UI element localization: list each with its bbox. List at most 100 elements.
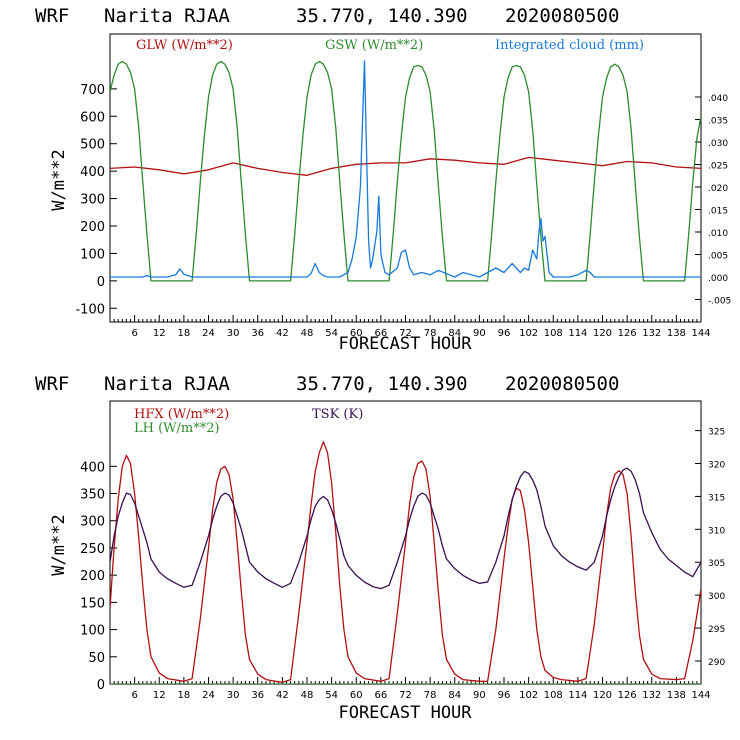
y-right-tick-label: 320 (708, 461, 725, 471)
x-tick-label: 24 (202, 690, 215, 701)
x-tick-label: 30 (227, 328, 240, 339)
y-right-tick-label: .035 (708, 117, 728, 127)
y-right-tick-label: 300 (708, 592, 725, 602)
title-model: WRF (35, 5, 69, 27)
y-right-tick-label: 310 (708, 526, 725, 536)
y-right-tick-label: 315 (708, 493, 725, 503)
series-line-hfx (110, 441, 701, 684)
y-tick-label: 700 (80, 83, 105, 98)
legend-lh: LH (W/m**2) (134, 421, 220, 436)
chart-2-xlabel: FORECAST HOUR (338, 703, 472, 723)
x-tick-label: 6 (131, 328, 137, 339)
legend-integrated-cloud: Integrated cloud (mm) (495, 38, 644, 53)
y-tick-label: 400 (80, 460, 105, 475)
x-tick-label: 126 (618, 690, 637, 701)
y-right-tick-label: .040 (708, 94, 728, 104)
x-tick-label: 144 (691, 690, 710, 701)
title-coordinates: 35.770, 140.390 (296, 373, 468, 395)
series-line-integrated-cloud (110, 60, 701, 278)
x-tick-label: 108 (544, 328, 563, 339)
legend-glw: GLW (W/m**2) (136, 38, 233, 53)
y-tick-label: 300 (80, 515, 105, 530)
title-model: WRF (35, 373, 69, 395)
x-tick-label: 90 (473, 690, 486, 701)
x-tick-label: 72 (399, 690, 412, 701)
legend-hfx: HFX (W/m**2) (134, 407, 229, 422)
y-right-tick-label: .020 (708, 184, 728, 194)
x-tick-label: 66 (375, 690, 388, 701)
y-right-tick-label: 305 (708, 559, 725, 569)
x-tick-label: 120 (593, 690, 612, 701)
y-tick-label: 200 (80, 220, 105, 235)
x-tick-label: 60 (350, 328, 363, 339)
x-tick-label: 12 (153, 690, 166, 701)
title-station: Narita RJAA (104, 5, 230, 27)
x-tick-label: 48 (301, 690, 314, 701)
x-tick-label: 72 (399, 328, 412, 339)
x-tick-label: 36 (251, 690, 264, 701)
x-tick-label: 108 (544, 690, 563, 701)
chart-1-title: WRF Narita RJAA 35.770, 140.390 20200805… (35, 5, 619, 27)
chart-2-ylabel: W/m**2 (49, 514, 69, 575)
x-tick-label: 60 (350, 690, 363, 701)
x-tick-label: 42 (276, 328, 289, 339)
y-tick-label: 100 (80, 624, 105, 639)
y-tick-label: 600 (80, 110, 105, 125)
y-right-tick-label: 290 (708, 658, 725, 668)
x-tick-label: 54 (325, 690, 338, 701)
y-right-tick-label: 295 (708, 625, 725, 635)
x-tick-label: 18 (178, 328, 191, 339)
x-tick-label: 132 (642, 690, 661, 701)
plot-frame (109, 33, 702, 323)
chart-1-ylabel: W/m**2 (49, 149, 69, 210)
x-tick-label: 36 (251, 328, 264, 339)
y-right-tick-label: .005 (708, 252, 728, 262)
x-tick-label: 114 (568, 690, 587, 701)
x-tick-label: 120 (593, 328, 612, 339)
y-tick-label: 200 (80, 569, 105, 584)
x-tick-label: 132 (642, 328, 661, 339)
chart-2: 6 12 18 24 30 36 42 48 54 60 66 72 78 84 90 96 102 108 114… (80, 400, 725, 701)
y-tick-label: 250 (80, 542, 105, 557)
y-tick-label: -100 (75, 302, 105, 317)
x-tick-label: 18 (178, 690, 191, 701)
x-tick-label: 102 (519, 328, 538, 339)
title-init-time: 2020080500 (505, 5, 619, 27)
x-tick-label: 90 (473, 328, 486, 339)
x-tick-label: 144 (691, 328, 710, 339)
x-tick-label: 96 (498, 690, 511, 701)
title-coordinates: 35.770, 140.390 (296, 5, 468, 27)
title-init-time: 2020080500 (505, 373, 619, 395)
y-right-tick-label: .025 (708, 162, 728, 172)
x-tick-label: 78 (424, 690, 437, 701)
y-right-tick-label: -.005 (708, 297, 731, 307)
x-tick-label: 12 (153, 328, 166, 339)
x-tick-label: 138 (667, 690, 686, 701)
y-right-tick-label: 325 (708, 428, 725, 438)
x-tick-label: 6 (131, 690, 137, 701)
x-tick-label: 84 (448, 328, 461, 339)
y-tick-label: 350 (80, 488, 105, 503)
chart-2-title: WRF Narita RJAA 35.770, 140.390 20200805… (35, 373, 619, 395)
y-tick-label: 500 (80, 138, 105, 153)
series-line-gsw (110, 60, 701, 282)
x-tick-label: 66 (375, 328, 388, 339)
y-tick-label: 50 (88, 651, 105, 666)
x-tick-label: 78 (424, 328, 437, 339)
y-tick-label: 300 (80, 193, 105, 208)
x-tick-label: 84 (448, 690, 461, 701)
y-tick-label: 0 (97, 275, 105, 290)
x-tick-label: 126 (618, 328, 637, 339)
y-tick-label: 150 (80, 596, 105, 611)
y-tick-label: 100 (80, 247, 105, 262)
series-line-glw (110, 156, 701, 176)
x-tick-label: 96 (498, 328, 511, 339)
x-tick-label: 30 (227, 690, 240, 701)
x-tick-label: 114 (568, 328, 587, 339)
x-tick-label: 102 (519, 690, 538, 701)
y-right-tick-label: .030 (708, 139, 728, 149)
y-right-tick-label: .000 (708, 274, 728, 284)
series-line-tsk (110, 467, 701, 590)
